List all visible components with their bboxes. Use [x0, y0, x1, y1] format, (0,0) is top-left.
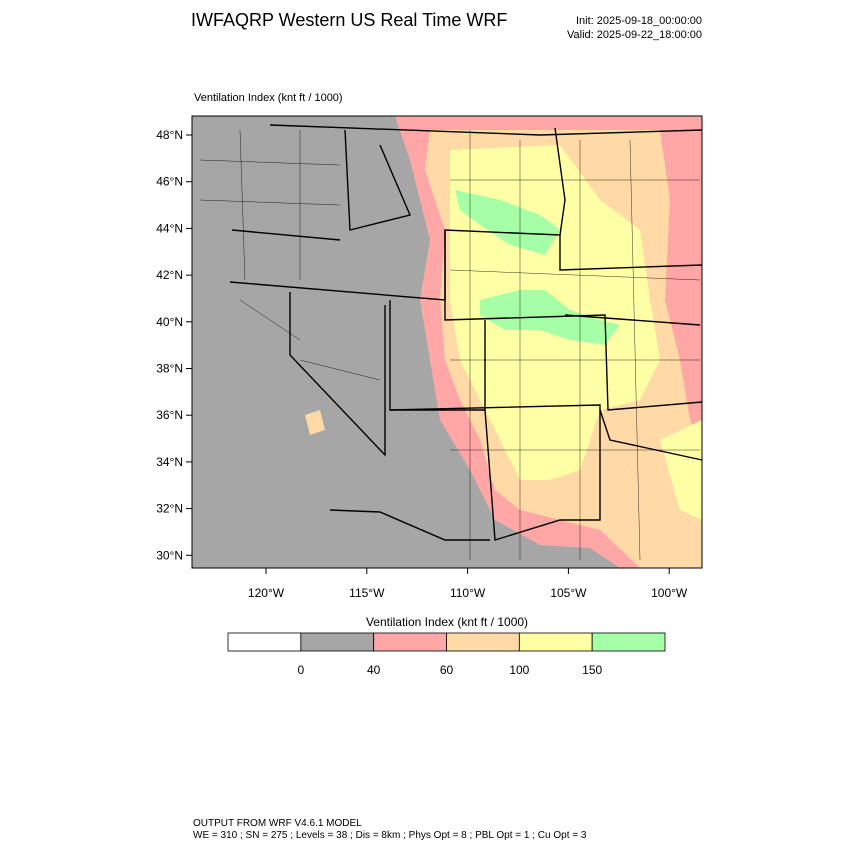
lat-label: 32°N [156, 502, 183, 516]
colorbar-box [446, 632, 520, 652]
map [191, 115, 703, 569]
colorbar-box [227, 632, 302, 652]
map-axes: 48°N 46°N 44°N 42°N 40°N 38°N 36°N 34°N 32°N 30°N… [156, 128, 688, 600]
footer-line: OUTPUT FROM WRF V4.6.1 MODEL [193, 818, 362, 829]
shade-orange [305, 410, 325, 435]
shade-green [480, 290, 620, 345]
lon-label: 105°W [550, 586, 587, 600]
lon-label: 100°W [651, 586, 688, 600]
lon-label: 115°W [349, 586, 385, 600]
lon-label: 120°W [248, 586, 285, 600]
valid-time: Valid: 2025-09-22_18:00:00 [567, 29, 702, 41]
colorbar-box [373, 632, 447, 652]
init-time: Init: 2025-09-18_00:00:00 [576, 15, 702, 27]
lat-label: 34°N [156, 455, 183, 469]
colorbar-label: Ventilation Index (knt ft / 1000) [366, 615, 528, 629]
lat-label: 48°N [156, 128, 183, 142]
field-label: Ventilation Index (knt ft / 1000) [194, 92, 343, 104]
lon-label: 110°W [450, 586, 486, 600]
shade-green [455, 190, 560, 255]
colorbar-tick-label: 150 [582, 663, 602, 677]
lat-label: 42°N [156, 268, 183, 282]
lat-label: 30°N [156, 548, 183, 562]
colorbar-box [300, 632, 375, 652]
footer-line: WE = 310 ; SN = 275 ; Levels = 38 ; Dis … [193, 830, 587, 841]
colorbar-tick-label: 100 [509, 663, 529, 677]
title: IWFAQRP Western US Real Time WRF [191, 10, 507, 30]
colorbar-tick-label: 0 [297, 663, 304, 677]
colorbar-tick-label: 40 [367, 663, 381, 677]
shade-yellow [660, 420, 702, 520]
state-borders [229, 124, 703, 541]
lat-label: 44°N [156, 221, 183, 235]
lat-label: 40°N [156, 315, 183, 329]
colorbar: 0 40 60 100 150 [227, 632, 666, 677]
lat-label: 46°N [156, 175, 183, 189]
colorbar-tick-label: 60 [440, 663, 454, 677]
colorbar-box [518, 632, 593, 652]
county-borders [199, 129, 701, 561]
map-frame [191, 115, 703, 569]
lat-label: 38°N [156, 362, 183, 376]
colorbar-box [591, 632, 666, 652]
lat-label: 36°N [156, 408, 183, 422]
